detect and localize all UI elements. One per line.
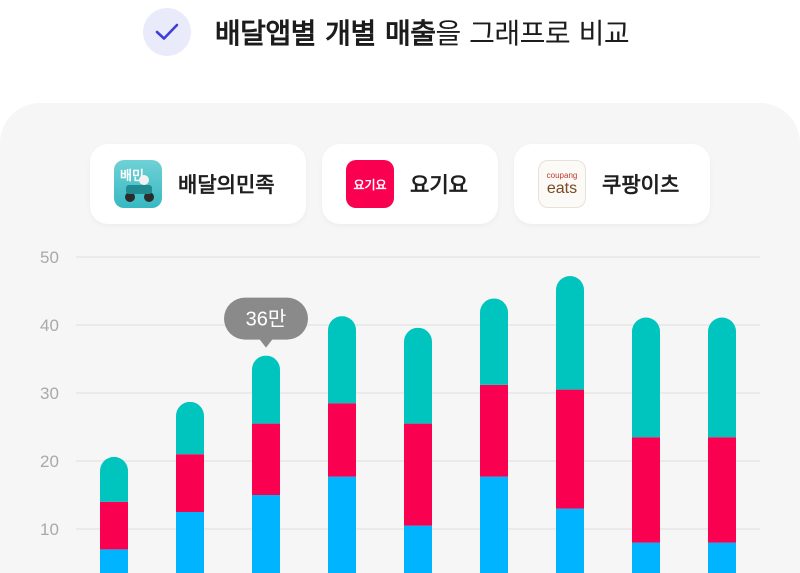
bar-stack (556, 276, 584, 573)
tooltip-bubble (224, 297, 308, 340)
bar-segment (404, 525, 432, 573)
legend-item-coupang-eats[interactable]: coupang eats 쿠팡이츠 (514, 144, 710, 224)
bar-segment (252, 495, 280, 573)
legend-item-baemin[interactable]: 배민 배달의민족 (90, 144, 306, 224)
header: 배달앱별 개별 매출을 그래프로 비교 (0, 0, 800, 64)
bar-segment (632, 542, 660, 573)
y-tick-label: 50 (40, 248, 59, 267)
yogiyo-logo: 요기요 (346, 160, 394, 208)
bar-stack (404, 327, 432, 573)
bar-segment (708, 317, 736, 438)
page-title-rest: 을 그래프로 비교 (435, 17, 630, 50)
bar-segment (100, 456, 128, 502)
stacked-bar-chart: 10 20 30 40 50 36만 (40, 248, 760, 573)
y-tick-label: 30 (40, 384, 59, 403)
bar-stack (252, 355, 280, 573)
legend-item-yogiyo[interactable]: 요기요 요기요 (322, 144, 498, 224)
bar-segment (252, 423, 280, 495)
baemin-logo-text: 배민 (120, 168, 144, 184)
bar-segment (404, 327, 432, 424)
bar-segment (328, 476, 356, 573)
coupang-logo-big-text: eats (546, 180, 578, 197)
bar-stack (480, 298, 508, 573)
bar-stack (100, 456, 128, 573)
legend: 배민 배달의민족 요기요 요기요 coupang eats 쿠팡이츠 (0, 144, 800, 224)
bar-segment (480, 298, 508, 385)
yogiyo-logo-text: 요기요 (353, 177, 387, 192)
bar-segment (100, 501, 128, 550)
bar-segment (100, 549, 128, 573)
bar-segment (404, 423, 432, 526)
check-icon (155, 23, 179, 40)
page-title-bold: 배달앱별 개별 매출 (214, 17, 436, 50)
legend-label-yogiyo: 요기요 (410, 173, 468, 197)
bar-segment (252, 355, 280, 424)
bar-segment (328, 316, 356, 404)
bar-segment (480, 384, 508, 477)
legend-label-baemin: 배달의민족 (178, 173, 275, 197)
bar-segment (708, 437, 736, 543)
y-tick-label: 20 (40, 452, 59, 471)
bar-segment (556, 276, 584, 390)
page-title: 배달앱별 개별 매출을 그래프로 비교 (214, 12, 630, 52)
bar-segment (328, 403, 356, 477)
tooltip-label: 36만 (246, 308, 287, 331)
baemin-logo: 배민 (114, 160, 162, 208)
tooltip-pointer (259, 338, 273, 348)
bar-segment (176, 401, 204, 455)
bar-segment (708, 542, 736, 573)
chart-card: 10 20 30 40 50 36만 배민 배달의민족 요기요 요기요 cou (0, 103, 800, 573)
bar-segment (480, 476, 508, 573)
bar-segment (556, 508, 584, 573)
bar-segment (632, 437, 660, 543)
legend-label-coupang-eats: 쿠팡이츠 (602, 173, 680, 197)
bar-stack (176, 401, 204, 573)
coupang-logo-small-text: coupang (546, 171, 578, 180)
bar-segment (632, 317, 660, 438)
bar-stack (708, 317, 736, 573)
coupang-eats-logo: coupang eats (538, 160, 586, 208)
y-tick-label: 40 (40, 316, 59, 335)
bar-segment (176, 512, 204, 573)
bar-stack (328, 316, 356, 573)
bar-stack (632, 317, 660, 573)
bar-segment (176, 454, 204, 512)
y-tick-label: 10 (40, 520, 59, 539)
check-badge (142, 8, 191, 56)
bar-segment (556, 389, 584, 509)
